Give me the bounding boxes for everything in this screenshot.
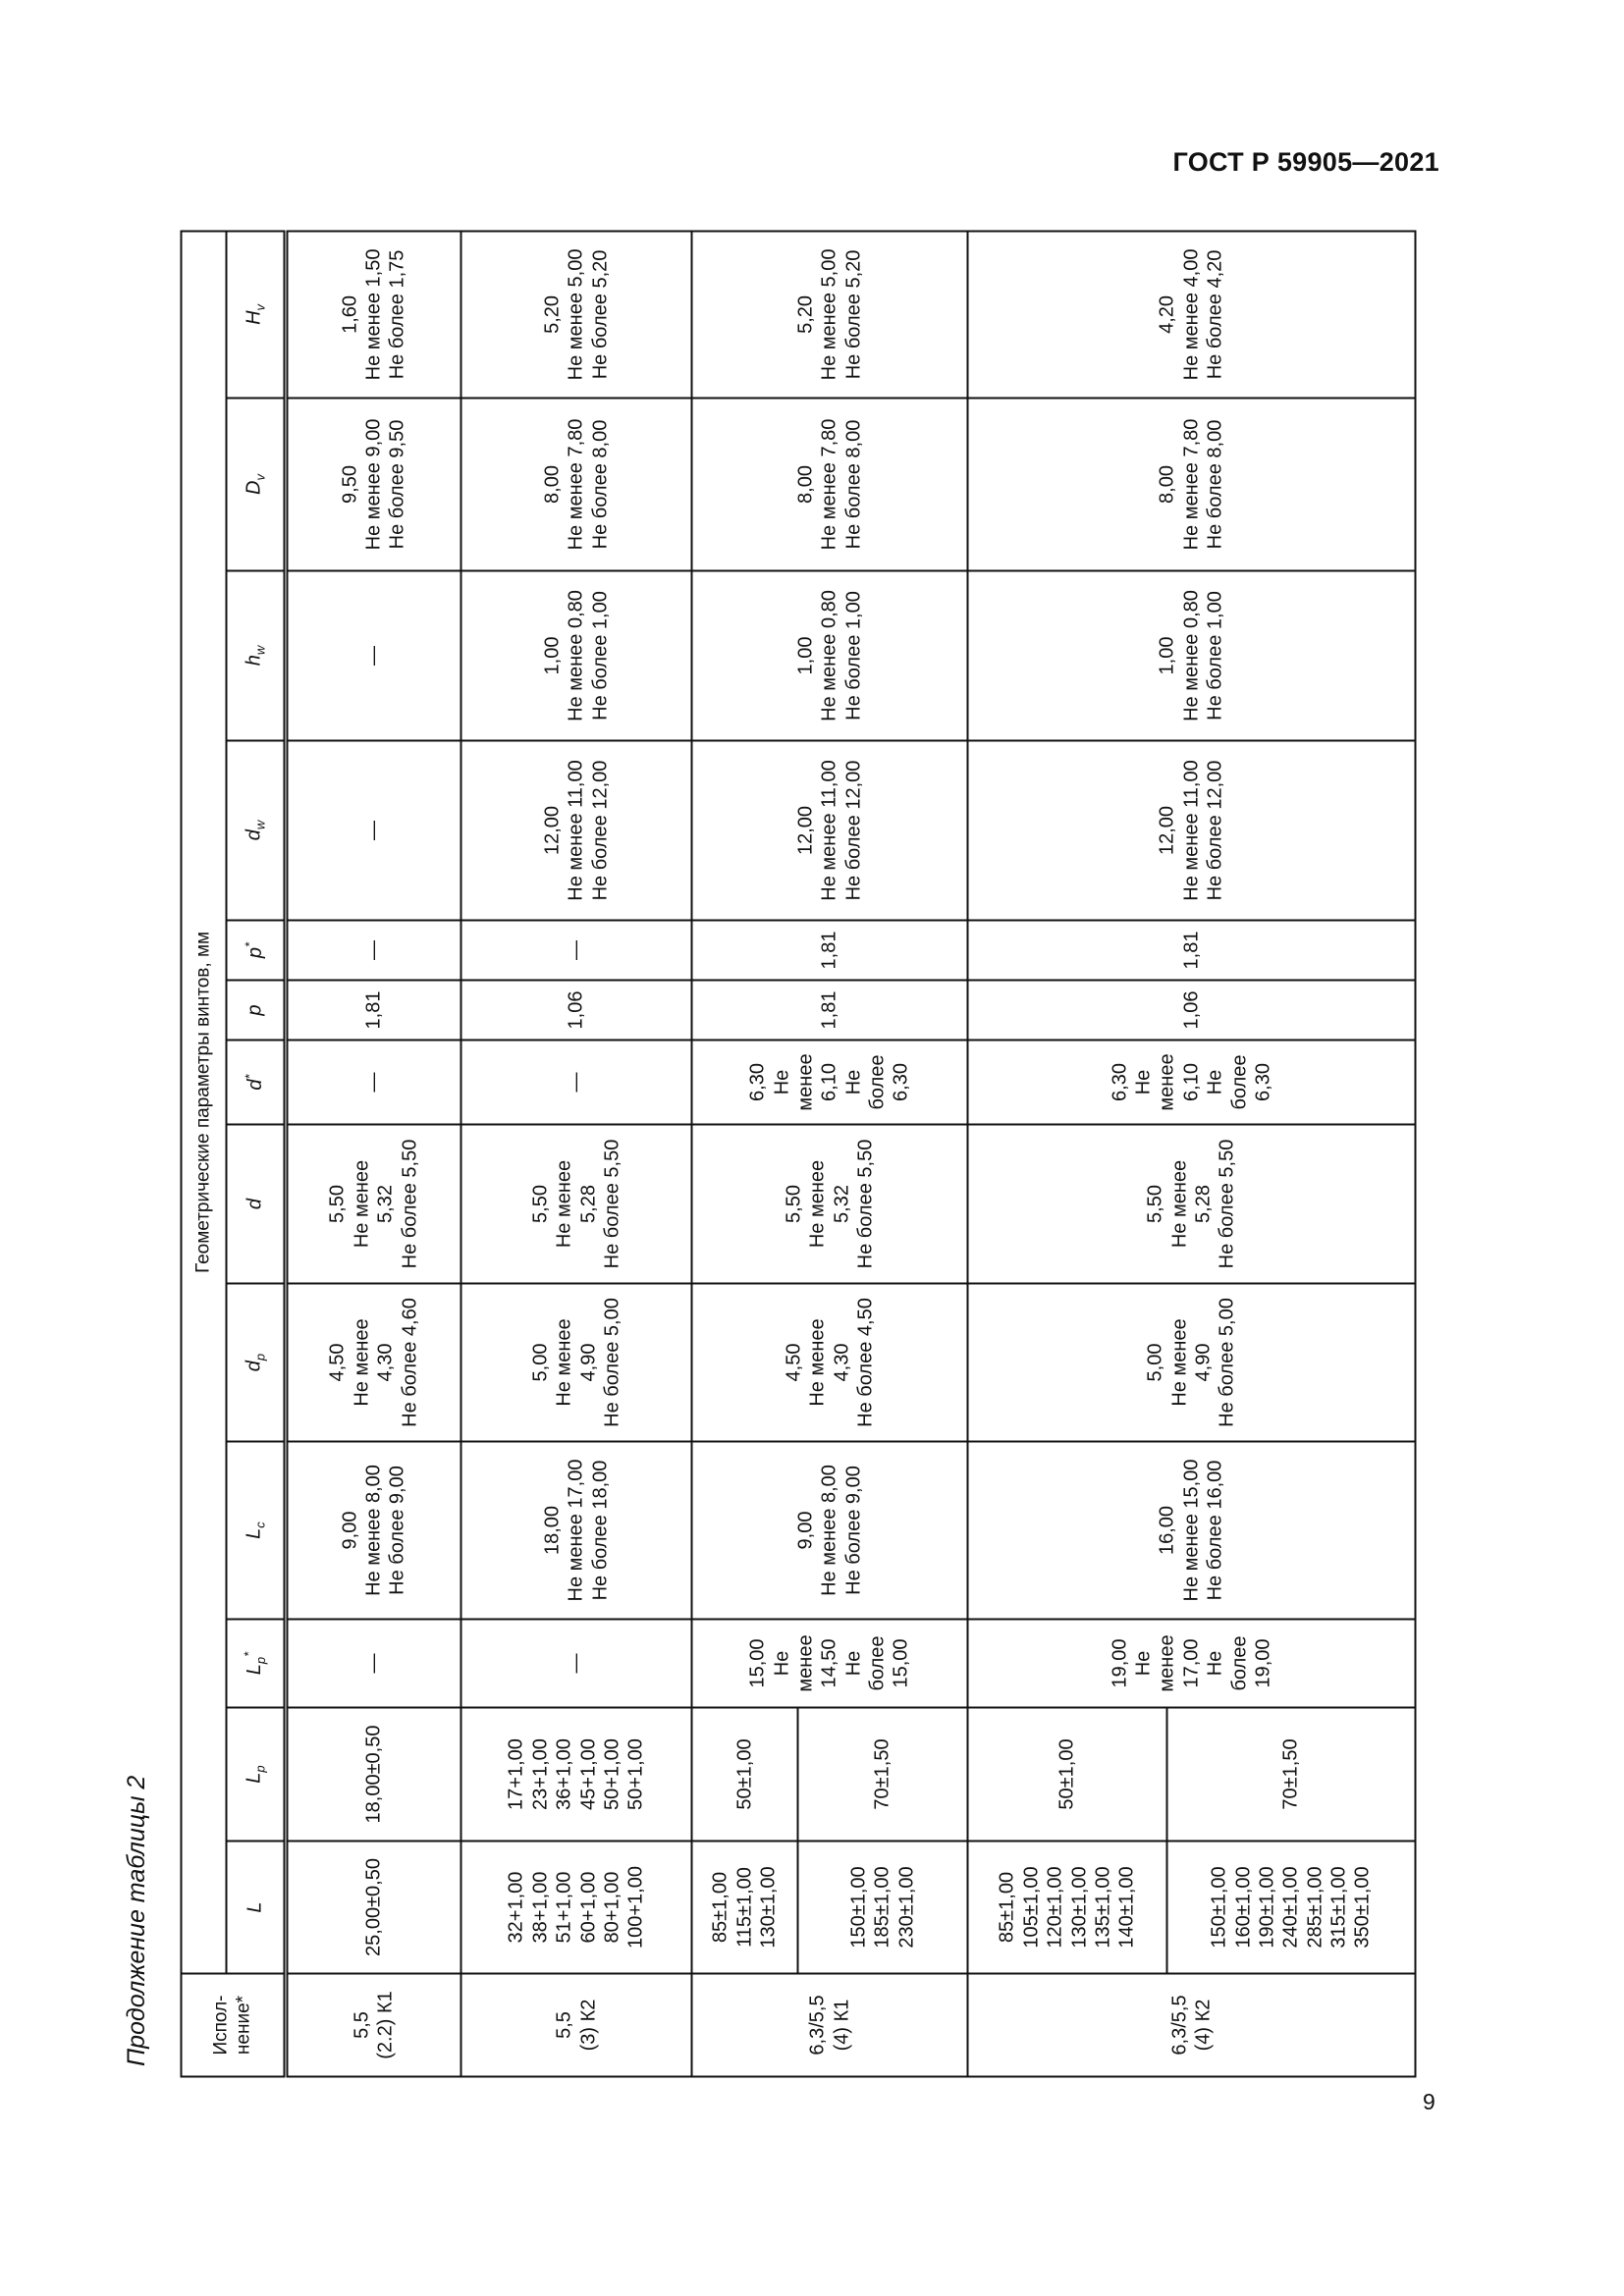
cell-Lp-star: 19,00 Не менее 17,00 Не более 19,00: [967, 1619, 1416, 1708]
cell-hw: 1,00 Не менее 0,80 Не более 1,00: [691, 570, 968, 741]
header-L: L: [226, 1841, 286, 1974]
cell-hw: 1,00 Не менее 0,80 Не более 1,00: [967, 570, 1416, 741]
cell-p: 1,06: [460, 980, 692, 1041]
cell-Lc: 16,00 Не менее 15,00 Не более 16,00: [967, 1441, 1416, 1620]
cell-hw: 1,00 Не менее 0,80 Не более 1,00: [460, 570, 692, 741]
cell-p-star: 1,81: [967, 920, 1416, 981]
cell-d-star: 6,30 Не менее 6,10 Не более 6,30: [691, 1040, 968, 1125]
cell-Lp: 70±1,50: [797, 1707, 968, 1842]
cell-dp: 4,50 Не менее 4,30 Не более 4,60: [285, 1283, 461, 1442]
table-caption: Продолжение таблицы 2: [123, 1775, 150, 2066]
cell-d: 5,50 Не менее 5,32 Не более 5,50: [691, 1124, 968, 1284]
cell-dw: 12,00 Не менее 11,00 Не более 12,00: [460, 740, 692, 921]
header-Dv: Dv: [226, 398, 286, 571]
screw-parameters-table: Испол- нение* Геометрические параметры в…: [181, 230, 1417, 2077]
cell-isp: 6,3/5,5 (4) К1: [691, 1973, 968, 2077]
cell-p: 1,81: [691, 980, 968, 1041]
header-dw: dw: [226, 740, 286, 921]
cell-hw: —: [285, 570, 461, 741]
cell-Lp-star: 15,00 Не менее 14,50 Не более 15,00: [691, 1619, 968, 1708]
cell-Hv: 4,20 Не менее 4,00 Не более 4,20: [967, 231, 1416, 399]
cell-p-star: —: [285, 920, 461, 981]
cell-p-star: 1,81: [691, 920, 968, 981]
cell-L: 32+1,00 38+1,00 51+1,00 60+1,00 80+1,00 …: [460, 1841, 692, 1974]
cell-Lp: 17+1,00 23+1,00 36+1,00 45+1,00 50+1,00 …: [460, 1707, 692, 1842]
header-p: p: [226, 980, 286, 1041]
cell-dp: 4,50 Не менее 4,30 Не более 4,50: [691, 1283, 968, 1442]
cell-Hv: 5,20 Не менее 5,00 Не более 5,20: [460, 231, 692, 399]
header-Lp-star: Lp*: [226, 1619, 286, 1708]
cell-Lp: 18,00±0,50: [285, 1707, 461, 1842]
header-geometric-parameters: Геометрические параметры винтов, мм: [181, 231, 227, 1974]
cell-p: 1,06: [967, 980, 1416, 1041]
cell-dp: 5,00 Не менее 4,90 Не более 5,00: [967, 1283, 1416, 1442]
cell-d-star: —: [460, 1040, 692, 1125]
cell-dw: —: [285, 740, 461, 921]
cell-Dv: 8,00 Не менее 7,80 Не более 8,00: [691, 398, 968, 571]
header-d-star: d*: [226, 1040, 286, 1125]
cell-Lc: 9,00 Не менее 8,00 Не более 9,00: [285, 1441, 461, 1620]
cell-d-star: —: [285, 1040, 461, 1125]
cell-d: 5,50 Не менее 5,28 Не более 5,50: [967, 1124, 1416, 1284]
cell-dw: 12,00 Не менее 11,00 Не более 12,00: [967, 740, 1416, 921]
header-p-star: p*: [226, 920, 286, 981]
header-Lc: Lc: [226, 1441, 286, 1620]
cell-p-star: —: [460, 920, 692, 981]
cell-L: 150±1,00 185±1,00 230±1,00: [797, 1841, 968, 1974]
cell-Lp-star: —: [460, 1619, 692, 1708]
cell-Hv: 5,20 Не менее 5,00 Не более 5,20: [691, 231, 968, 399]
cell-Lc: 9,00 Не менее 8,00 Не более 9,00: [691, 1441, 968, 1620]
cell-d: 5,50 Не менее 5,28 Не более 5,50: [460, 1124, 692, 1284]
table-row: 6,3/5,5 (4) К2 85±1,00 105±1,00 120±1,00…: [967, 231, 1416, 2077]
cell-isp: 5,5 (2.2) К1: [285, 1973, 461, 2077]
header-ispolnenie: Испол- нение*: [181, 1973, 286, 2077]
header-d: d: [226, 1124, 286, 1284]
cell-d: 5,50 Не менее 5,32 Не более 5,50: [285, 1124, 461, 1284]
cell-L: 25,00±0,50: [285, 1841, 461, 1974]
table-row: 5,5 (3) К2 32+1,00 38+1,00 51+1,00 60+1,…: [460, 231, 692, 2077]
table-row: 6,3/5,5 (4) К1 85±1,00 115±1,00 130±1,00…: [691, 231, 968, 2077]
cell-Dv: 9,50 Не менее 9,00 Не более 9,50: [285, 398, 461, 571]
cell-p: 1,81: [285, 980, 461, 1041]
header-Lp: Lp: [226, 1707, 286, 1842]
cell-Dv: 8,00 Не менее 7,80 Не более 8,00: [460, 398, 692, 571]
cell-L: 150±1,00 160±1,00 190±1,00 240±1,00 285±…: [1166, 1841, 1416, 1974]
cell-Dv: 8,00 Не менее 7,80 Не более 8,00: [967, 398, 1416, 571]
header-row: Испол- нение* Геометрические параметры в…: [181, 231, 286, 2077]
cell-Hv: 1,60 Не менее 1,50 Не более 1,75: [285, 231, 461, 399]
cell-isp: 6,3/5,5 (4) К2: [967, 1973, 1416, 2077]
document-code: ГОСТ Р 59905—2021: [1172, 147, 1439, 177]
cell-L: 85±1,00 105±1,00 120±1,00 130±1,00 135±1…: [967, 1841, 1167, 1974]
header-Hv: Hv: [226, 231, 286, 399]
cell-L: 85±1,00 115±1,00 130±1,00: [691, 1841, 798, 1974]
cell-Lp: 50±1,00: [691, 1707, 798, 1842]
header-dp: dp: [226, 1283, 286, 1442]
cell-d-star: 6,30 Не менее 6,10 Не более 6,30: [967, 1040, 1416, 1125]
page-number: 9: [1423, 2089, 1435, 2114]
cell-dw: 12,00 Не менее 11,00 Не более 12,00: [691, 740, 968, 921]
cell-Lp: 50±1,00: [967, 1707, 1167, 1842]
cell-dp: 5,00 Не менее 4,90 Не более 5,00: [460, 1283, 692, 1442]
cell-Lp: 70±1,50: [1166, 1707, 1416, 1842]
cell-isp: 5,5 (3) К2: [460, 1973, 692, 2077]
rotated-table-wrapper: Испол- нение* Геометрические параметры в…: [181, 230, 1417, 2078]
header-hw: hw: [226, 570, 286, 741]
table-row: 5,5 (2.2) К1 25,00±0,50 18,00±0,50 — 9,0…: [285, 231, 461, 2077]
cell-Lc: 18,00 Не менее 17,00 Не более 18,00: [460, 1441, 692, 1620]
symbol-row: L Lp Lp* Lc dp d d* p p* dw hw Dv Hv: [226, 231, 286, 2076]
cell-Lp-star: —: [285, 1619, 461, 1708]
